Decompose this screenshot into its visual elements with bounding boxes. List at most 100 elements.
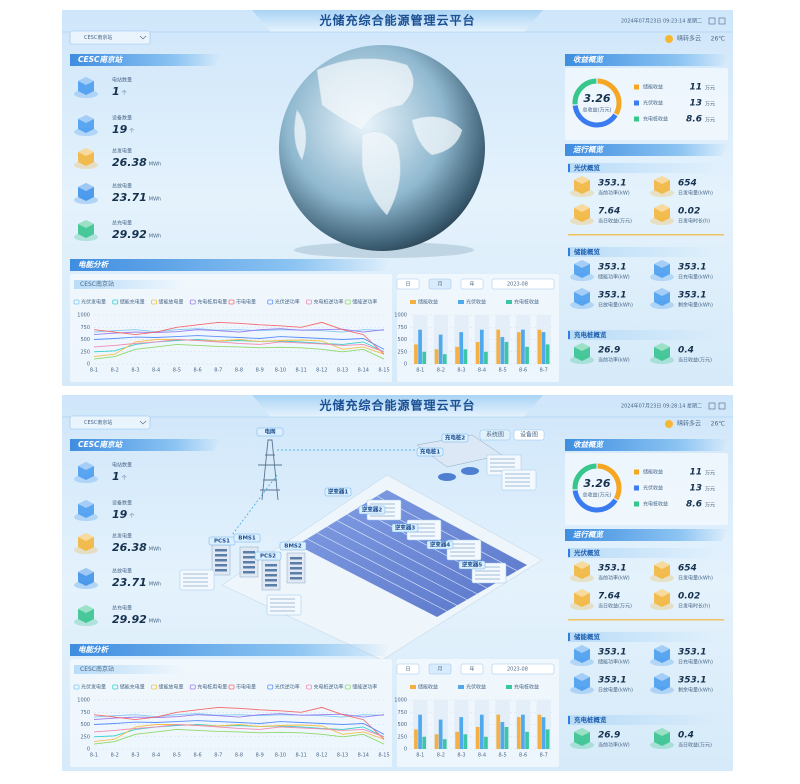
revenue-name: 储能收益 [643,84,663,91]
info-box [179,569,215,591]
stat-unit: MWh [149,162,161,168]
globe-land [361,131,401,216]
chart-station-label-bar [74,280,184,289]
bar [422,351,427,364]
node-tag [416,447,444,457]
icon-face [574,589,590,597]
period-button[interactable] [460,663,484,675]
sub-header-mark [568,633,570,641]
legend-swatch [112,684,119,690]
sub-header-mark [568,248,570,256]
stat-unit: MWh [149,619,161,625]
bar [545,344,550,364]
x-tick-label: 8-2 [437,368,445,374]
y-tick-label: 250 [397,349,407,355]
x-tick-label: 8-11 [295,368,306,374]
overview-label: 当日收益(万元) [598,603,632,610]
revenue-name: 充电桩收益 [643,501,668,508]
x-tick-label: 8-2 [111,368,119,374]
stat-value: 19 [112,508,128,521]
fullscreen-button[interactable] [708,402,716,410]
series-line [93,339,385,353]
section-header-bar [70,259,390,271]
x-tick-label: 8-7 [540,368,548,374]
cabinet-slot [290,572,302,575]
x-tick-label: 8-12 [316,753,327,759]
cabinet-slot [290,567,302,570]
bar [484,351,488,364]
revenue-value: 8.6 [686,500,702,510]
stat-label: 设备数量 [112,115,132,122]
legend-label: 光伏发电量 [81,299,106,306]
node-label: PCS1 [214,539,230,545]
revenue-total: 3.26 [583,477,610,490]
bar [504,726,509,749]
overview-label: 日放电量(kWh) [598,302,633,309]
tab-label: 设备图 [520,431,538,439]
legend-swatch [151,299,157,305]
station-select[interactable] [69,30,151,45]
bar [525,731,529,749]
period-button[interactable] [396,278,420,290]
icon-face [654,645,670,653]
exit-button[interactable] [718,17,726,25]
stat-unit: MWh [149,582,161,588]
stat-unit: 个 [129,514,134,520]
icon-face [78,500,94,508]
tab-button[interactable] [479,429,511,441]
section-header-bar [565,439,728,451]
y-tick-label: 750 [397,325,407,331]
exit-button[interactable] [718,402,726,410]
overview-value: 0.02 [678,207,700,217]
x-tick-label: 8-4 [152,368,160,374]
period-button[interactable] [428,663,452,675]
stat-value: 19 [112,123,128,136]
icon-face [78,605,94,613]
period-button[interactable] [460,278,484,290]
icon [574,728,590,746]
month-label: 2023-08 [507,282,528,288]
overview-value: 353.1 [598,291,626,301]
series-line [93,720,385,735]
bar [521,714,525,749]
overview-value: 353.1 [598,676,626,686]
node-tag [458,560,486,570]
y-tick-label: 0 [404,747,407,753]
legend-swatch [634,485,639,491]
tab-button[interactable] [513,429,545,441]
icon-face [654,673,670,681]
overview-label: 当前功率(kW) [598,190,630,197]
fullscreen-button[interactable] [708,17,716,25]
legend-label: 充电桩收益 [514,684,539,691]
month-picker[interactable] [491,663,555,675]
legend-label: 储能收益 [418,684,438,691]
node-tag [233,533,261,543]
station-select[interactable] [69,415,151,430]
dashboard-screen: 光储充综合能源管理云平台 2024年07月23日 09:28:14 星期二晴转多云… [62,395,733,771]
solar-row [306,538,448,612]
series-line [93,713,385,718]
section-title: 运行概览 [573,530,604,539]
icon-face [78,533,94,541]
series-line [93,343,385,360]
legend-label: 光伏收益 [466,299,486,306]
series-line [93,728,385,745]
overview-label: 日发电时长(h) [678,218,710,225]
series-line [93,724,385,743]
period-button[interactable] [428,278,452,290]
icon [574,561,590,579]
overview-value: 26.9 [598,731,620,741]
month-picker[interactable] [491,278,555,290]
donut-segment [572,463,597,490]
group-underline [568,234,724,236]
temperature: 26℃ [711,421,726,428]
icon [78,462,94,480]
sub-header-bar [568,247,718,257]
stat-unit: 个 [122,476,127,482]
period-button[interactable] [396,663,420,675]
x-tick-label: 8-5 [498,753,506,759]
series-line [93,724,385,738]
x-tick-label: 8-12 [316,368,327,374]
revenue-total-label: 总收益(万元) [583,492,612,499]
icon [654,343,670,361]
